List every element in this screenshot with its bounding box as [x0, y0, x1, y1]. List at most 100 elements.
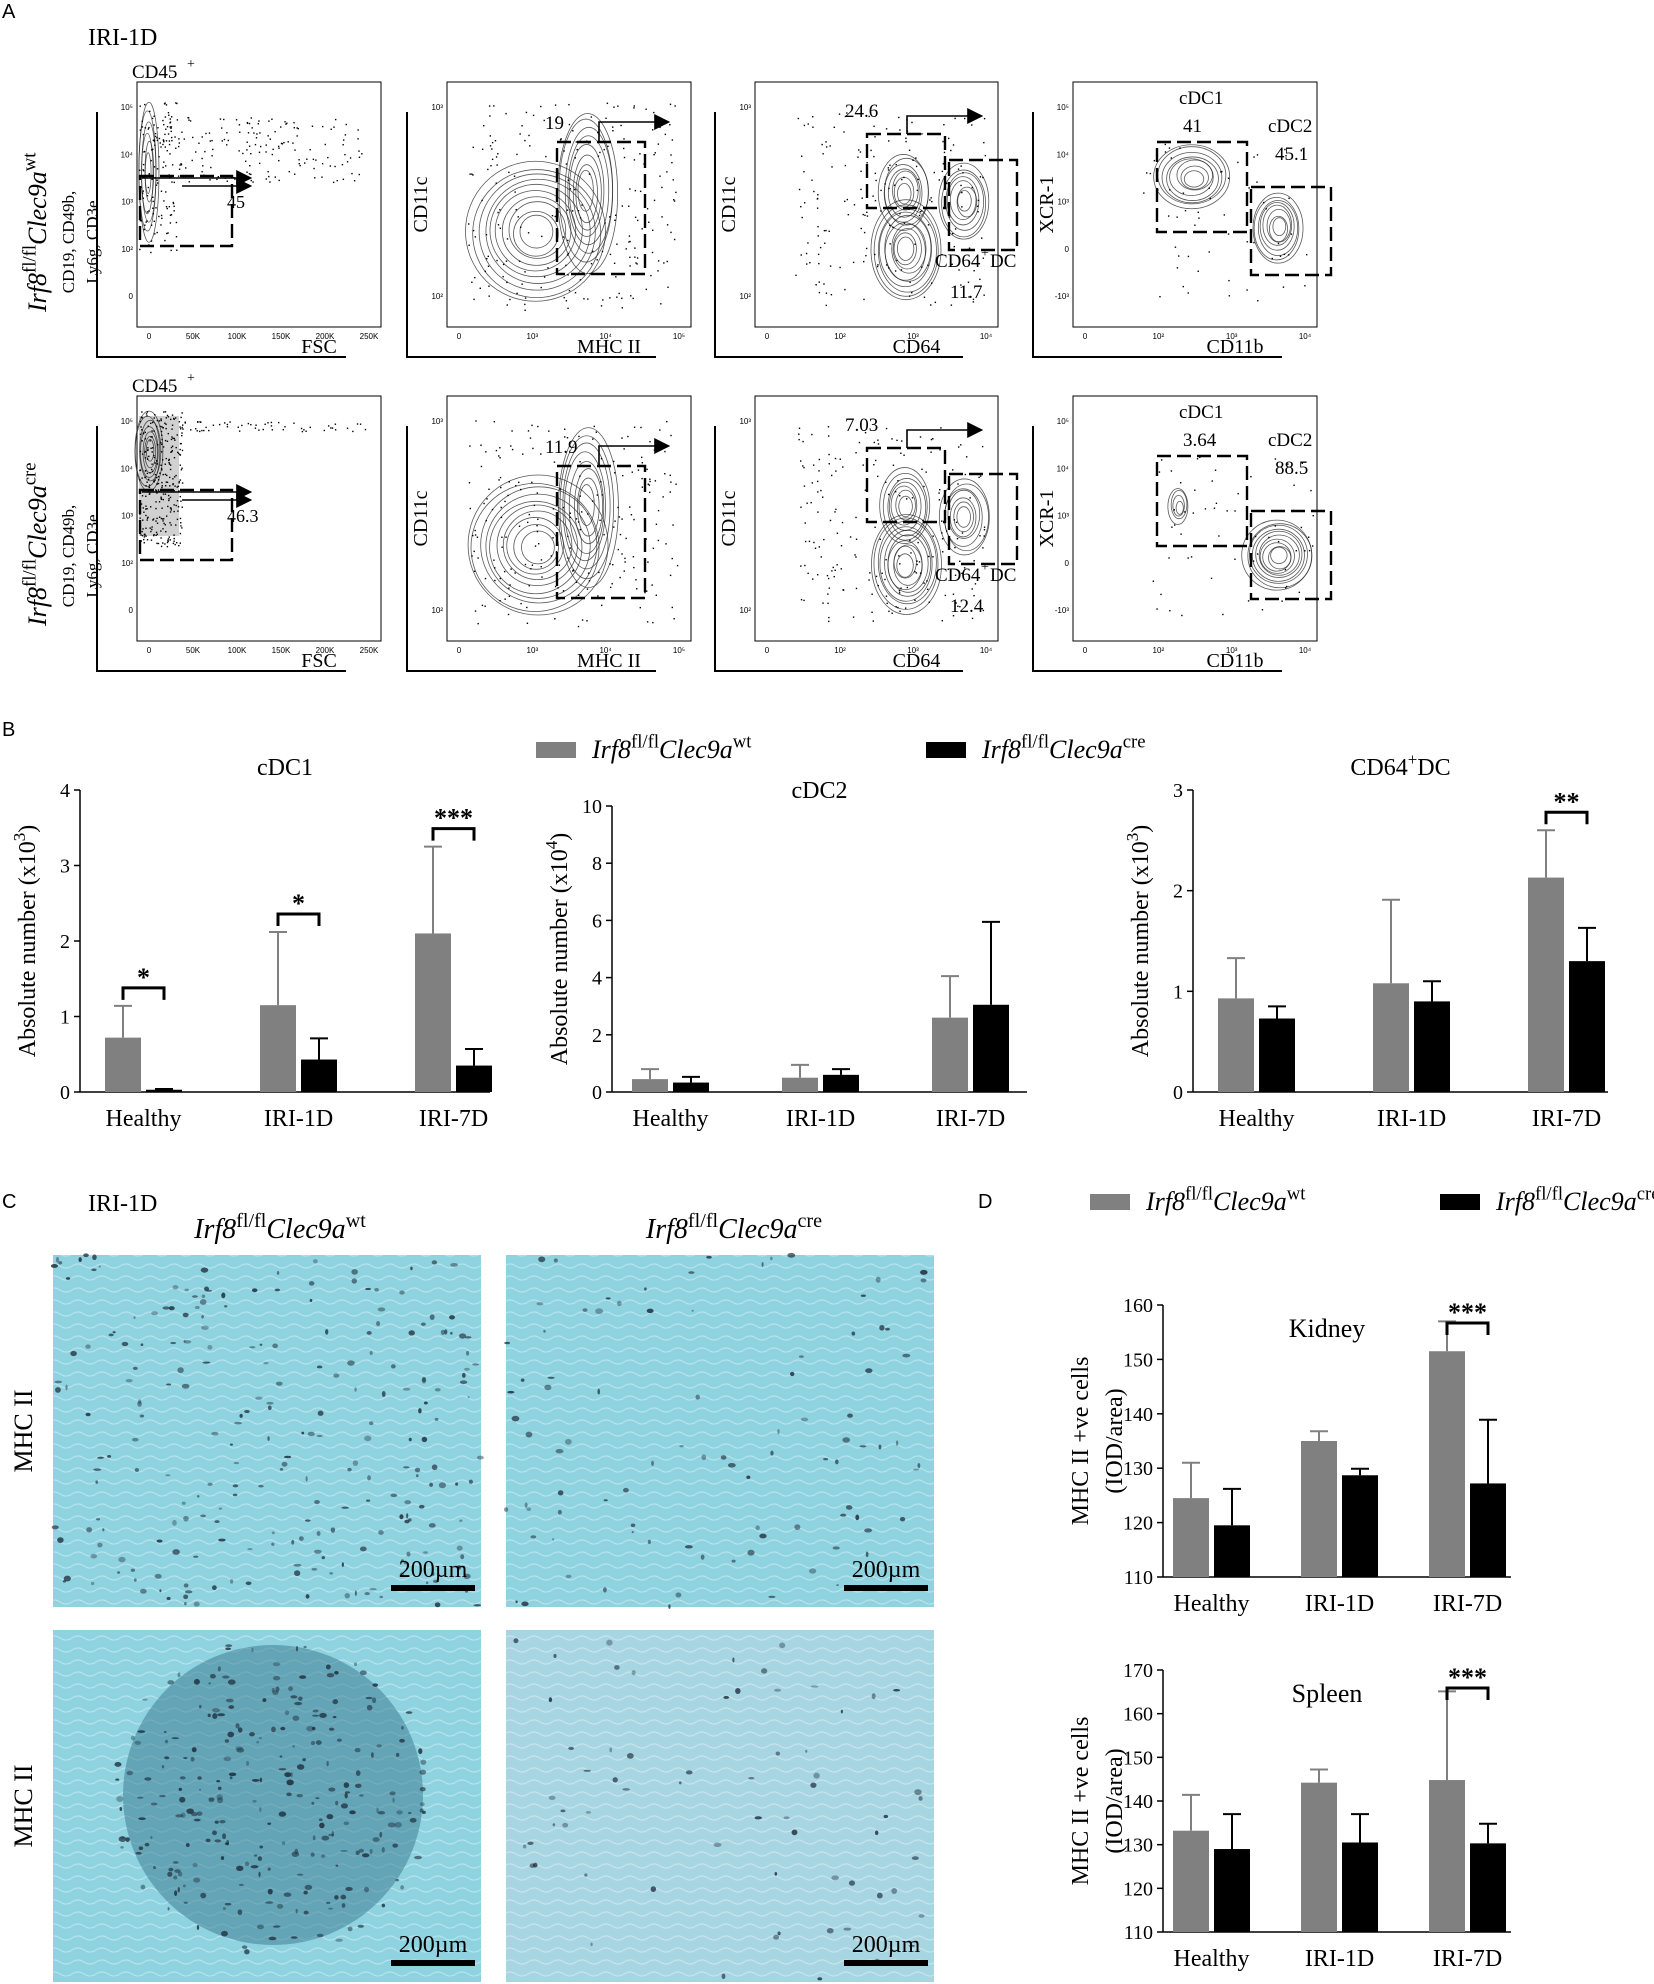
scatter-dot: [614, 520, 616, 522]
stained-cell: [361, 1853, 370, 1858]
scatter-dot: [168, 114, 170, 116]
scatter-dot: [624, 557, 626, 560]
scatter-dot: [557, 116, 559, 118]
stained-cell: [378, 1530, 384, 1535]
scatter-dot: [671, 139, 674, 141]
plot-ylabel-lineage: CD19, CD49b,: [59, 505, 78, 607]
stained-cell: [320, 1854, 326, 1859]
scatter-dot: [351, 172, 353, 175]
scatter-dot: [828, 463, 831, 465]
scatter-dot: [144, 224, 146, 226]
stained-cell: [893, 1689, 901, 1692]
scatter-dot: [822, 602, 824, 604]
scatter-dot: [1248, 187, 1250, 189]
scatter-dot: [192, 136, 194, 139]
scatter-dot: [547, 267, 549, 269]
scatter-dot: [496, 259, 498, 262]
scatter-dot: [154, 132, 157, 135]
scatter-dot: [208, 132, 211, 134]
stained-cell: [193, 1555, 199, 1558]
stained-cell: [224, 1902, 232, 1906]
genotype-sup: cre: [20, 462, 41, 485]
scatter-dot: [673, 200, 676, 202]
stained-cell: [392, 1797, 395, 1803]
stained-cell: [156, 1539, 163, 1543]
stained-cell: [347, 1360, 355, 1366]
scatter-dot: [596, 494, 599, 496]
stained-cell: [137, 1400, 142, 1407]
stained-cell: [154, 1573, 162, 1579]
scatter-dot: [973, 270, 975, 272]
stained-cell: [183, 1339, 186, 1343]
genotype-sup: wt: [346, 1210, 367, 1232]
plot-xtick: 0: [765, 646, 770, 655]
scatter-dot: [235, 119, 238, 121]
scatter-dot: [812, 126, 814, 128]
scatter-dot: [844, 200, 846, 203]
scatter-dot: [297, 127, 299, 130]
scatter-dot: [881, 572, 883, 574]
scatter-dot: [579, 528, 582, 531]
stained-cell: [251, 1647, 254, 1653]
scatter-dot: [621, 205, 624, 207]
scatter-dot: [1187, 255, 1190, 258]
stained-cell: [295, 1908, 298, 1914]
scatter-dot: [554, 618, 556, 620]
scatter-dot: [153, 417, 155, 419]
contour: [1166, 156, 1219, 201]
scatter-dot: [356, 423, 359, 425]
scatter-dot: [179, 532, 182, 535]
stained-cell: [183, 1583, 189, 1588]
scatter-dot: [977, 211, 979, 213]
scatter-dot: [609, 297, 611, 299]
scatter-dot: [611, 583, 613, 585]
scatter-dot: [916, 563, 918, 566]
scatter-dot: [810, 501, 812, 504]
stained-cell: [214, 1839, 222, 1843]
stained-cell: [309, 1298, 313, 1303]
scatter-dot: [889, 224, 891, 227]
stained-cell: [341, 1562, 344, 1567]
stained-cell: [416, 1474, 419, 1478]
scatter-dot: [800, 460, 802, 462]
scatter-dot: [179, 464, 182, 466]
stained-cell: [851, 1331, 856, 1336]
scatter-dot: [1256, 154, 1259, 156]
gate-value: 12.4: [950, 596, 984, 617]
scatter-dot: [623, 570, 625, 572]
scatter-dot: [164, 524, 166, 526]
stained-cell: [631, 1670, 636, 1676]
stained-cell: [335, 1864, 339, 1867]
scatter-dot: [513, 175, 516, 177]
scatter-dot: [483, 502, 485, 505]
chart-title-sup: +: [1408, 750, 1418, 769]
scatter-dot: [874, 253, 876, 256]
stained-cell: [552, 1823, 556, 1827]
scatter-dot: [1159, 295, 1161, 298]
scatter-dot: [293, 127, 296, 129]
x-tick-label: IRI-1D: [786, 1106, 855, 1132]
scatter-dot: [673, 617, 675, 620]
plot-ylabel: CD11c: [410, 490, 432, 546]
scatter-dot: [161, 481, 163, 484]
stained-cell: [266, 1401, 274, 1405]
scatter-dot: [468, 482, 471, 484]
plot-ytick: 10⁵: [121, 103, 133, 112]
scatter-dot: [887, 169, 890, 171]
scatter-dot: [176, 102, 178, 105]
scatter-dot: [843, 131, 845, 133]
scatter-dot: [820, 556, 822, 558]
stained-cell: [55, 1387, 61, 1393]
stained-cell: [151, 1311, 159, 1316]
stained-cell: [685, 1770, 693, 1775]
stained-cell: [340, 1849, 348, 1853]
scatter-dot: [168, 205, 171, 208]
scatter-dot: [1252, 560, 1255, 562]
scatter-dot: [818, 291, 821, 294]
stained-cell: [193, 1877, 201, 1883]
scatter-dot: [249, 165, 251, 167]
scatter-dot: [1304, 285, 1306, 287]
scatter-dot: [605, 117, 607, 120]
